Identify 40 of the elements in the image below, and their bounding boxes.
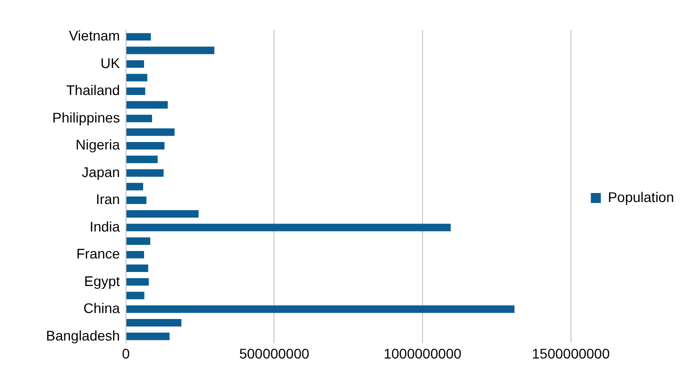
- x-tick-label: 0: [122, 345, 130, 362]
- y-tick-label: UK: [100, 54, 121, 71]
- x-tick-label: 1500000000: [532, 345, 610, 362]
- bar: [126, 305, 514, 313]
- bar: [126, 182, 144, 190]
- bar: [126, 210, 199, 218]
- bar: [126, 169, 164, 177]
- bar: [126, 156, 158, 164]
- bar: [126, 33, 151, 41]
- y-tick-label: Vietnam: [68, 28, 120, 44]
- bar: [126, 237, 150, 245]
- bar: [126, 88, 146, 96]
- y-tick-label: France: [76, 246, 120, 262]
- bar: [126, 114, 152, 122]
- y-tick-label: Japan: [82, 164, 120, 180]
- bar: [126, 332, 170, 340]
- y-tick-label: Philippines: [52, 109, 120, 126]
- bar: [126, 224, 451, 232]
- bar: [126, 60, 144, 68]
- bar: [126, 250, 144, 258]
- bar: [126, 46, 214, 54]
- legend-label: Population: [608, 188, 674, 205]
- y-tick-label: Egypt: [84, 272, 120, 289]
- y-tick-label: Iran: [96, 191, 120, 208]
- bar: [126, 74, 148, 82]
- bar: [126, 101, 168, 109]
- bar: [126, 264, 148, 272]
- bar: [126, 196, 146, 204]
- x-tick-label: 1000000000: [384, 345, 462, 362]
- x-tick-label: 500000000: [239, 345, 310, 362]
- bar: [126, 319, 182, 327]
- bar: [126, 292, 144, 300]
- bar: [126, 278, 149, 286]
- y-tick-label: Bangladesh: [46, 327, 120, 344]
- bar: [126, 142, 165, 150]
- y-tick-label: Thailand: [66, 82, 120, 98]
- y-tick-label: India: [90, 218, 120, 234]
- y-tick-label: Nigeria: [76, 136, 120, 153]
- bar: [126, 128, 175, 136]
- y-tick-label: China: [83, 300, 120, 316]
